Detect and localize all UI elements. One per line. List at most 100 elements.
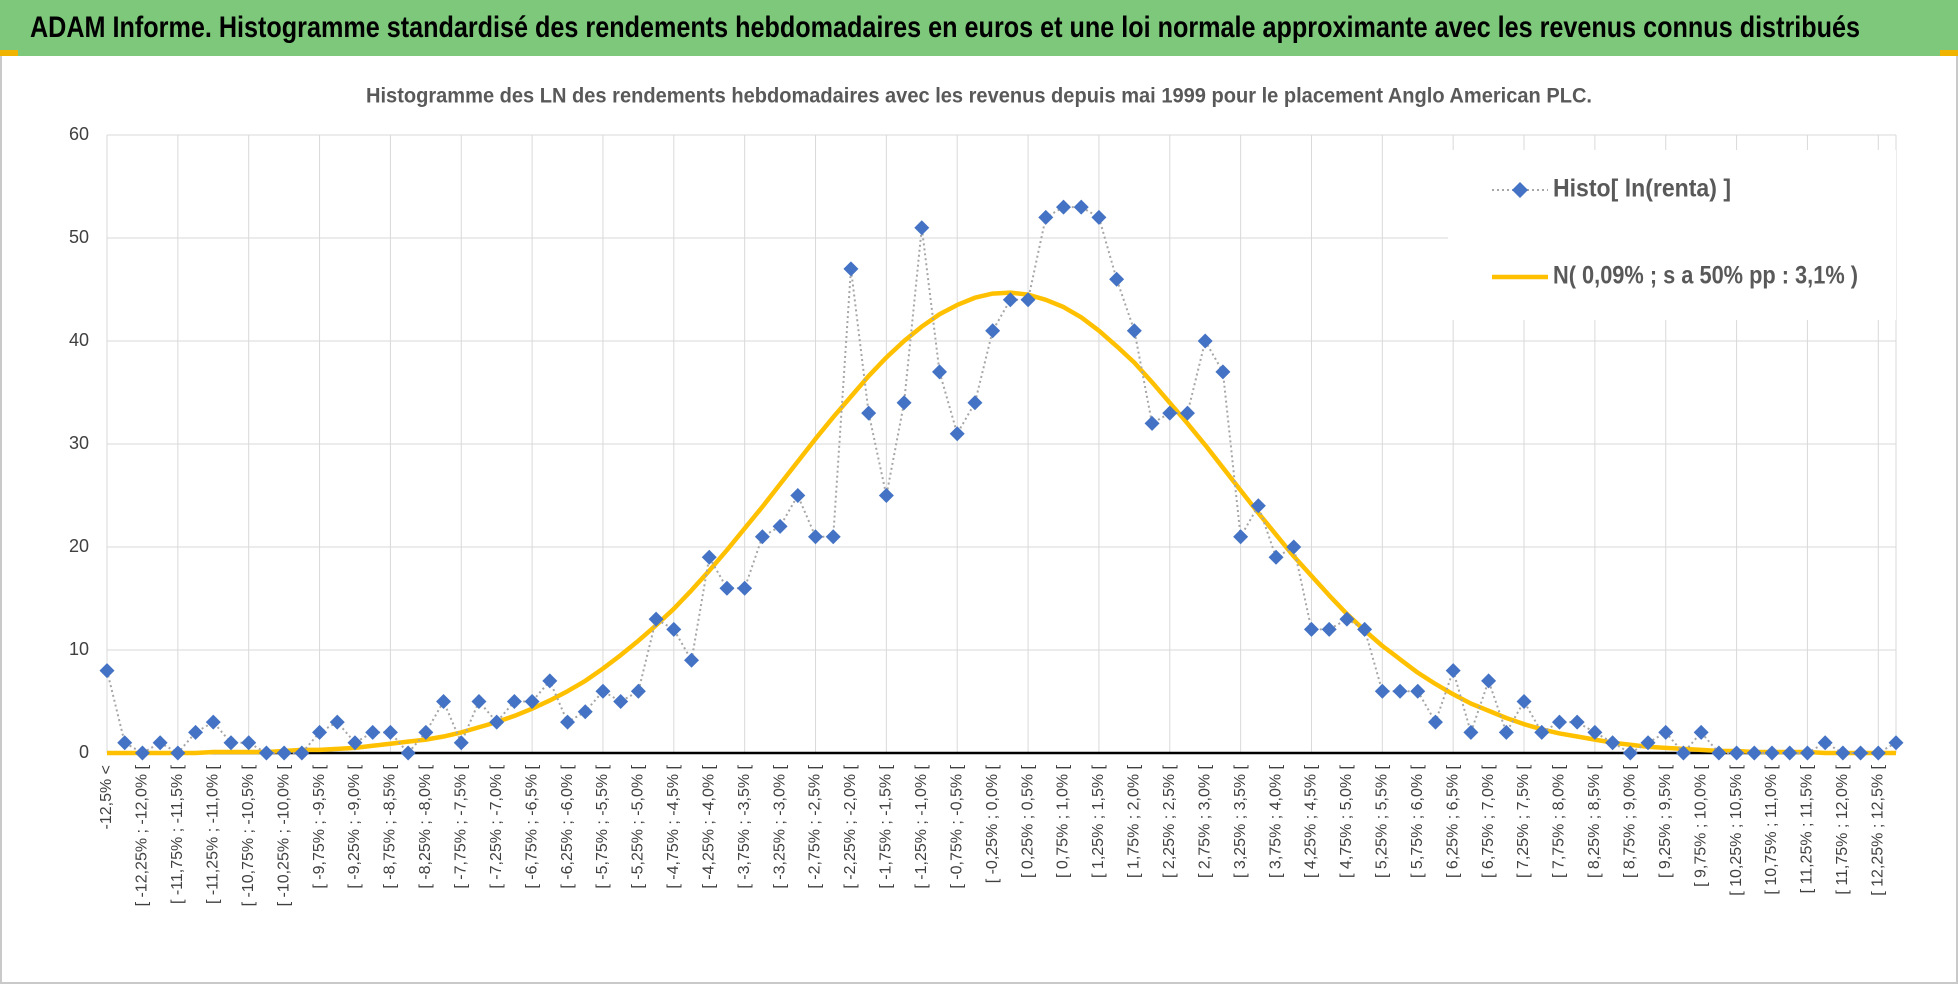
data-point bbox=[737, 580, 753, 596]
x-tick-label: [ -5,75% ; -5,5% [ bbox=[594, 764, 611, 888]
data-point bbox=[1799, 745, 1815, 761]
data-point bbox=[684, 652, 700, 668]
y-tick-label: 20 bbox=[69, 536, 89, 556]
x-tick-label: [ -4,75% ; -4,5% [ bbox=[665, 764, 682, 888]
data-point bbox=[471, 694, 487, 709]
x-tick-label: [ 11,25% ; 11,5% [ bbox=[1799, 764, 1816, 893]
data-point bbox=[613, 694, 629, 709]
data-point bbox=[1073, 199, 1089, 215]
data-point bbox=[347, 735, 363, 751]
data-point bbox=[1144, 415, 1160, 431]
legend-marker bbox=[1512, 182, 1528, 198]
x-tick-label: [ -9,75% ; -9,5% [ bbox=[311, 764, 328, 888]
x-tick-label: [ -4,25% ; -4,0% [ bbox=[700, 764, 717, 888]
data-point bbox=[329, 714, 345, 730]
data-point bbox=[1516, 694, 1532, 709]
data-point bbox=[1729, 745, 1745, 761]
data-point bbox=[1605, 735, 1621, 751]
data-point bbox=[1410, 683, 1426, 699]
data-point bbox=[1817, 735, 1833, 751]
data-point bbox=[1303, 621, 1319, 637]
data-point bbox=[754, 529, 770, 545]
x-tick-label: [ 10,75% ; 11,0% [ bbox=[1763, 764, 1780, 894]
data-point bbox=[1020, 292, 1036, 308]
data-point bbox=[896, 395, 912, 411]
data-point bbox=[1835, 745, 1851, 761]
data-point bbox=[453, 735, 469, 751]
y-tick-label: 0 bbox=[79, 742, 89, 762]
x-tick-label: [ -3,75% ; -3,5% [ bbox=[736, 764, 753, 888]
x-tick-label: [ 11,75% ; 12,0% [ bbox=[1834, 764, 1851, 894]
x-tick-label: [ -7,25% ; -7,0% [ bbox=[488, 764, 505, 888]
x-tick-label: [ -11,75% ; -11,5% [ bbox=[169, 764, 186, 904]
data-point bbox=[1498, 724, 1514, 740]
data-point bbox=[241, 735, 257, 751]
data-point bbox=[1055, 199, 1071, 215]
data-point bbox=[1162, 405, 1178, 421]
data-point bbox=[560, 714, 576, 730]
legend-label: N( 0,09% ; s a 50% pp : 3,1% ) bbox=[1553, 262, 1858, 290]
data-point bbox=[967, 395, 983, 411]
x-tick-label: [ -12,25% ; -12,0% [ bbox=[134, 764, 151, 906]
data-point bbox=[932, 364, 948, 380]
data-point bbox=[1888, 735, 1904, 751]
x-tick-label: [ 0,25% ; 0,5% [ bbox=[1019, 764, 1036, 878]
x-tick-label: [ 8,25% ; 8,5% [ bbox=[1586, 764, 1603, 878]
data-point bbox=[666, 621, 682, 637]
data-point bbox=[1357, 621, 1373, 637]
data-point bbox=[1427, 714, 1443, 730]
data-point bbox=[1693, 724, 1709, 740]
data-point bbox=[506, 694, 522, 709]
data-point bbox=[1109, 271, 1125, 287]
x-tick-label: [ 4,25% ; 4,5% [ bbox=[1303, 764, 1320, 878]
x-tick-label: [ 5,25% ; 5,5% [ bbox=[1374, 764, 1391, 878]
x-tick-label: [ 10,25% ; 10,5% [ bbox=[1728, 764, 1745, 895]
data-point bbox=[524, 694, 540, 709]
data-point bbox=[134, 745, 150, 761]
data-point bbox=[152, 735, 168, 751]
x-tick-label: [ -6,25% ; -6,0% [ bbox=[559, 764, 576, 888]
x-tick-label: [ 7,25% ; 7,5% [ bbox=[1515, 764, 1532, 878]
x-tick-label: [ -8,25% ; -8,0% [ bbox=[417, 764, 434, 888]
data-point bbox=[577, 704, 593, 720]
corner-mark bbox=[0, 50, 18, 56]
data-point bbox=[1587, 724, 1603, 740]
data-point bbox=[258, 745, 274, 761]
data-point bbox=[1534, 724, 1550, 740]
x-tick-label: [ 7,75% ; 8,0% [ bbox=[1551, 764, 1568, 878]
data-point bbox=[1215, 364, 1231, 380]
plot-area bbox=[99, 199, 1904, 761]
grid: 0 10 20 30 40 50 60 -12,5% < [ -12,25% ; -12,0% … bbox=[69, 124, 1897, 906]
data-point bbox=[205, 714, 221, 730]
data-point bbox=[1392, 683, 1408, 699]
data-point bbox=[436, 694, 452, 709]
x-tick-label: [ -7,75% ; -7,5% [ bbox=[452, 764, 469, 888]
x-tick-label: [ 0,75% ; 1,0% [ bbox=[1055, 764, 1072, 878]
data-point bbox=[1002, 292, 1018, 308]
x-tick-label: [ 8,75% ; 9,0% [ bbox=[1622, 764, 1639, 878]
y-tick-label: 40 bbox=[69, 330, 89, 350]
data-point bbox=[648, 611, 664, 627]
x-tick-label: [ -10,75% ; -10,5% [ bbox=[240, 764, 257, 906]
x-tick-label: [ 1,25% ; 1,5% [ bbox=[1090, 764, 1107, 878]
x-tick-label: [ -2,75% ; -2,5% [ bbox=[807, 764, 824, 888]
data-point bbox=[595, 683, 611, 699]
normal-curve bbox=[107, 290, 1896, 756]
data-point bbox=[1463, 724, 1479, 740]
header-bar bbox=[0, 0, 1958, 56]
x-tick-label: [ -9,25% ; -9,0% [ bbox=[346, 764, 363, 888]
data-point bbox=[790, 488, 806, 503]
header-title: ADAM Informe. Histogramme standardisé de… bbox=[30, 11, 1860, 44]
data-point bbox=[914, 220, 930, 236]
data-point bbox=[1870, 745, 1886, 761]
data-point bbox=[861, 405, 877, 421]
data-point bbox=[365, 724, 381, 740]
data-point bbox=[1569, 714, 1585, 730]
y-tick-label: 10 bbox=[69, 639, 89, 659]
x-tick-label: [ 6,75% ; 7,0% [ bbox=[1480, 764, 1497, 878]
data-point bbox=[985, 323, 1001, 339]
data-point bbox=[1374, 683, 1390, 699]
data-point bbox=[294, 745, 310, 761]
data-point bbox=[1286, 539, 1302, 555]
